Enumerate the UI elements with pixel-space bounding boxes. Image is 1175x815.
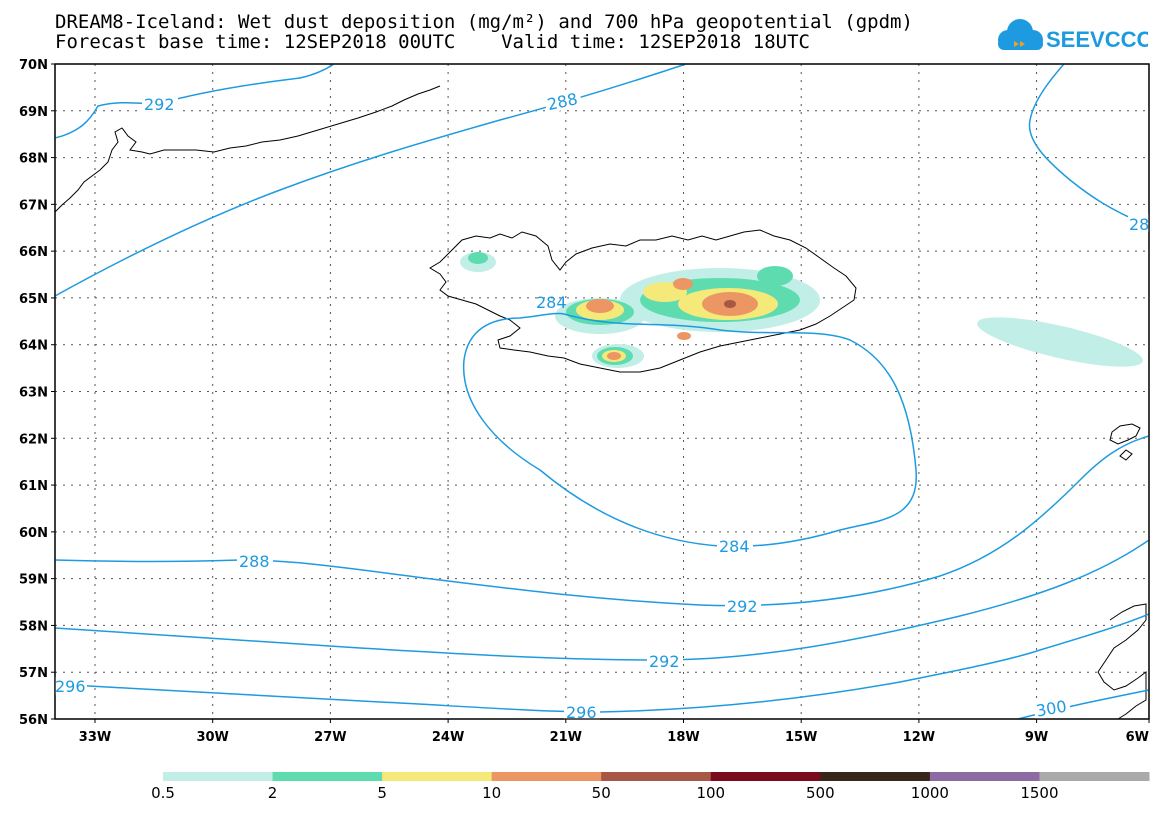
colorbar-label: 1500	[1020, 784, 1058, 802]
latitude-label: 58N	[19, 619, 48, 634]
seevccc-logo: SEEVCCC	[998, 19, 1148, 52]
latitude-label: 64N	[19, 339, 48, 354]
latitude-label: 70N	[19, 58, 48, 73]
colorbar: 0.5 2 5 10 50 100 500 1000 1500	[151, 772, 1150, 802]
longitude-label: 30W	[196, 730, 228, 745]
latitude-label: 66N	[19, 245, 48, 260]
contour-label: 300	[1035, 697, 1068, 721]
contour-label: 292	[649, 652, 680, 671]
map-title: DREAM8-Iceland: Wet dust deposition (mg/…	[55, 11, 913, 33]
scotland-coast	[1097, 603, 1147, 720]
coastlines	[54, 85, 1147, 720]
latitude-label: 57N	[19, 666, 48, 681]
contour-label: 284	[536, 293, 567, 312]
contour-28x-east	[1028, 63, 1150, 227]
colorbar-swatch	[710, 772, 821, 781]
colorbar-swatch	[929, 772, 1040, 781]
longitude-labels: 33W 30W 27W 24W 21W 18W 15W 12W 9W 6W	[79, 719, 1150, 745]
longitude-label: 27W	[314, 730, 346, 745]
contour-label: 28	[1129, 215, 1149, 234]
longitude-label: 33W	[79, 730, 111, 745]
contour-288-north	[54, 63, 687, 297]
colorbar-label: 5	[377, 784, 387, 802]
contour-labels: 292 288 284 284 288 292 292 296 296 300 …	[55, 88, 1149, 722]
graticule	[55, 64, 1149, 719]
contour-292-south	[54, 539, 1150, 661]
contour-label: 288	[545, 89, 579, 114]
greenland-coast	[54, 85, 441, 213]
longitude-label: 15W	[785, 730, 817, 745]
contour-label: 284	[719, 537, 750, 556]
contour-label: 296	[55, 677, 86, 696]
latitude-label: 62N	[19, 432, 48, 447]
latitude-label: 68N	[19, 152, 48, 167]
iceland-coast	[429, 229, 857, 373]
dust-deposition-layer	[977, 317, 1143, 367]
colorbar-label: 2	[268, 784, 278, 802]
colorbar-label: 50	[592, 784, 611, 802]
contour-284-low	[462, 312, 917, 548]
logo-text: SEEVCCC	[1046, 27, 1148, 52]
latitude-label: 60N	[19, 526, 48, 541]
latitude-label: 61N	[19, 479, 48, 494]
contour-label: 292	[727, 597, 758, 616]
latitude-label: 65N	[19, 292, 48, 307]
colorbar-swatch	[272, 772, 383, 781]
contour-300	[1017, 689, 1150, 720]
longitude-label: 12W	[903, 730, 935, 745]
colorbar-label: 500	[806, 784, 835, 802]
contour-label: 292	[144, 95, 175, 114]
colorbar-swatch	[382, 772, 493, 781]
contour-label: 296	[566, 703, 597, 722]
longitude-label: 9W	[1025, 730, 1048, 745]
colorbar-label: 100	[696, 784, 725, 802]
colorbar-label: 0.5	[151, 784, 175, 802]
contour-292-north	[54, 63, 335, 139]
cloud-icon	[998, 19, 1043, 50]
longitude-label: 18W	[667, 730, 699, 745]
contour-296	[54, 613, 1150, 713]
longitude-label: 6W	[1126, 730, 1149, 745]
latitude-label: 63N	[19, 386, 48, 401]
latitude-label: 59N	[19, 573, 48, 588]
colorbar-label: 1000	[911, 784, 949, 802]
colorbar-swatch	[163, 772, 274, 781]
latitude-label: 56N	[19, 713, 48, 728]
contour-288-south	[54, 435, 1150, 607]
colorbar-swatch	[1039, 772, 1150, 781]
latitude-labels: 70N 69N 68N 67N 66N 65N 64N 63N 62N 61N 60N 59N 58N 5…	[19, 58, 55, 728]
dust-area	[977, 317, 1143, 367]
longitude-label: 21W	[550, 730, 582, 745]
longitude-label: 24W	[432, 730, 464, 745]
contour-label: 288	[239, 552, 270, 571]
latitude-label: 67N	[19, 198, 48, 213]
colorbar-swatch	[601, 772, 712, 781]
faroe-coast	[1109, 423, 1141, 461]
iceland-deposition	[460, 252, 820, 368]
colorbar-swatch	[491, 772, 602, 781]
map-subtitle: Forecast base time: 12SEP2018 00UTC Vali…	[55, 31, 810, 53]
colorbar-label: 10	[482, 784, 501, 802]
latitude-label: 69N	[19, 105, 48, 120]
colorbar-swatch	[820, 772, 931, 781]
